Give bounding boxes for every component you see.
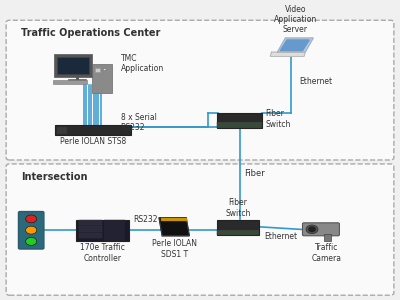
Circle shape	[309, 227, 315, 232]
FancyBboxPatch shape	[57, 57, 89, 74]
Polygon shape	[280, 40, 309, 51]
FancyBboxPatch shape	[92, 64, 112, 93]
Text: 8 x Serial
RS232: 8 x Serial RS232	[120, 113, 156, 132]
FancyBboxPatch shape	[6, 164, 394, 295]
FancyBboxPatch shape	[55, 125, 131, 135]
FancyBboxPatch shape	[53, 80, 87, 84]
FancyBboxPatch shape	[217, 220, 259, 235]
Circle shape	[306, 225, 318, 233]
Text: Ethernet: Ethernet	[265, 232, 298, 241]
FancyBboxPatch shape	[68, 79, 86, 81]
FancyBboxPatch shape	[18, 212, 44, 249]
FancyBboxPatch shape	[54, 54, 92, 76]
FancyBboxPatch shape	[57, 127, 67, 134]
Text: Video
Application
Server: Video Application Server	[274, 4, 317, 34]
Polygon shape	[159, 218, 189, 236]
Text: Perle IOLAN STS8: Perle IOLAN STS8	[60, 137, 126, 146]
Circle shape	[26, 226, 37, 234]
FancyBboxPatch shape	[302, 223, 340, 236]
Text: Ethernet: Ethernet	[299, 77, 332, 86]
Text: Perle IOLAN
SDS1 T: Perle IOLAN SDS1 T	[152, 239, 197, 259]
FancyBboxPatch shape	[218, 122, 262, 128]
FancyBboxPatch shape	[79, 226, 102, 232]
Polygon shape	[270, 52, 305, 56]
FancyBboxPatch shape	[217, 230, 259, 235]
Text: Fiber
Switch: Fiber Switch	[225, 198, 250, 218]
FancyBboxPatch shape	[79, 220, 102, 225]
FancyBboxPatch shape	[104, 220, 125, 241]
FancyBboxPatch shape	[6, 20, 394, 160]
Circle shape	[26, 238, 37, 245]
Circle shape	[26, 215, 37, 223]
Polygon shape	[278, 38, 313, 52]
Text: Fiber
Switch: Fiber Switch	[266, 110, 291, 129]
Text: Traffic
Camera: Traffic Camera	[312, 243, 342, 262]
Text: Fiber: Fiber	[244, 169, 265, 178]
FancyBboxPatch shape	[76, 220, 129, 241]
FancyBboxPatch shape	[95, 68, 100, 71]
FancyBboxPatch shape	[218, 113, 262, 128]
Circle shape	[103, 68, 106, 71]
Text: Intersection: Intersection	[21, 172, 88, 182]
FancyBboxPatch shape	[79, 233, 102, 238]
Text: Traffic Operations Center: Traffic Operations Center	[21, 28, 161, 38]
Text: RS232: RS232	[133, 215, 158, 224]
FancyBboxPatch shape	[324, 234, 331, 241]
Text: 170e Traffic
Controller: 170e Traffic Controller	[80, 243, 125, 262]
Text: TMC
Application: TMC Application	[120, 54, 164, 73]
FancyBboxPatch shape	[161, 218, 187, 221]
